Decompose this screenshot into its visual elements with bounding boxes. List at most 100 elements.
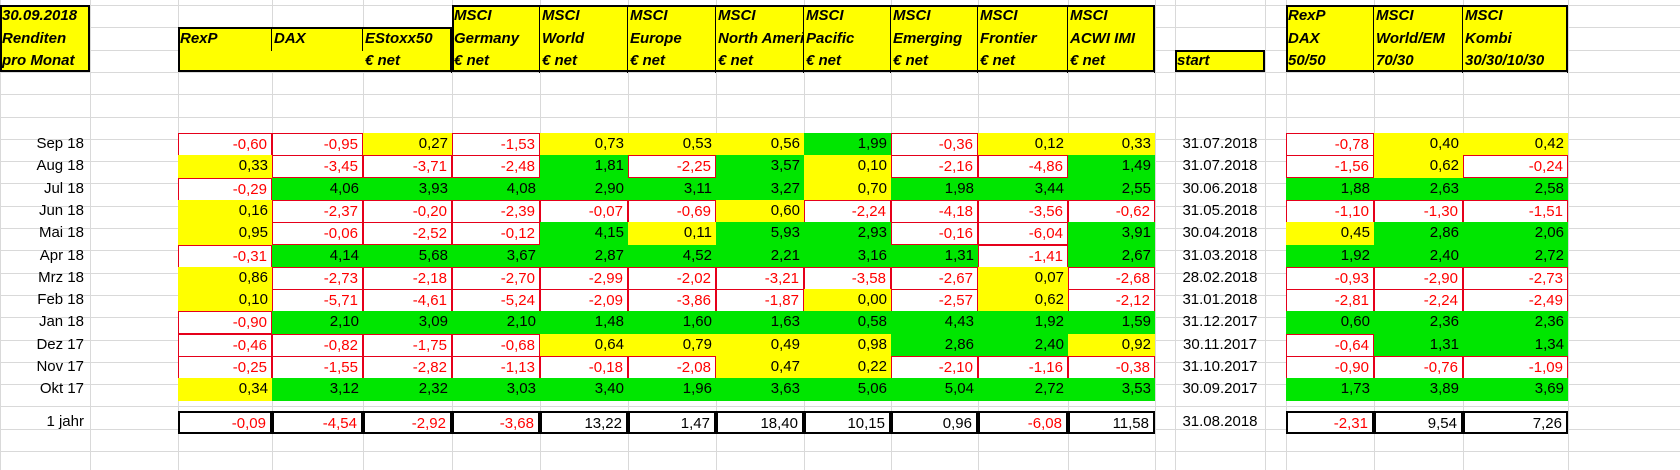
start-date: 31.07.2018 [1182,157,1258,174]
return-cell: -6,04 [978,222,1068,245]
column-header-line: € net [540,50,628,73]
return-cell: 0,64 [540,334,628,357]
return-cell: 2,10 [452,311,540,334]
column-header-line: MSCI [716,5,804,28]
column-header-line: MSCI [891,5,978,28]
start-date: 31.12.2017 [1182,313,1258,330]
corner-header-line: Renditen [2,30,67,47]
return-cell: -0,82 [272,334,363,357]
start-column-header: start [1177,52,1210,69]
combo-return-cell: 2,06 [1463,222,1568,245]
year-return-cell: 11,58 [1068,411,1155,434]
gridline [0,94,1680,95]
return-cell: 3,67 [452,245,540,268]
gridline [0,0,1,470]
start-date: 31.10.2017 [1182,358,1258,375]
column-header-line: MSCI [978,5,1068,28]
return-cell: -0,69 [628,200,716,223]
return-cell: 3,57 [716,155,804,178]
return-cell: 0,00 [804,289,891,312]
combo-column-header-line: 50/50 [1286,50,1374,73]
return-cell: 5,06 [804,378,891,401]
return-cell: -1,41 [978,245,1068,268]
column-header-line: EStoxx50 [363,28,452,51]
return-cell: 2,40 [978,334,1068,357]
return-cell: -2,39 [452,200,540,223]
return-cell: 0,11 [628,222,716,245]
year-return-cell: -4,54 [272,411,363,434]
combo-return-cell: 1,88 [1286,178,1374,201]
return-cell: -1,53 [452,133,540,156]
corner-header-line: pro Monat [2,52,75,69]
return-cell: -0,25 [178,356,272,379]
year-return-cell: -3,68 [452,411,540,434]
column-header-line: MSCI [452,5,540,28]
return-cell: 0,58 [804,311,891,334]
month-label: Apr 18 [39,247,84,264]
return-cell: 0,92 [1068,334,1155,357]
combo-return-cell: 0,62 [1374,155,1463,178]
column-header-line: MSCI [1068,5,1155,28]
column-header-line: € net [363,50,452,73]
return-cell: 2,90 [540,178,628,201]
return-cell: -1,75 [363,334,452,357]
combo-return-cell: -0,93 [1286,267,1374,290]
return-cell: -3,86 [628,289,716,312]
return-cell: 0,70 [804,178,891,201]
return-cell: -0,38 [1068,356,1155,379]
return-cell: 0,98 [804,334,891,357]
return-cell: 4,52 [628,245,716,268]
return-cell: -1,87 [716,289,804,312]
return-cell: 4,06 [272,178,363,201]
year-combo-return-cell: 7,26 [1463,411,1568,434]
column-header-line: Germany [452,28,540,51]
month-label: Aug 18 [36,157,84,174]
column-header-line: ACWI IMI [1068,28,1155,51]
combo-return-cell: -1,09 [1463,356,1568,379]
start-date: 28.02.2018 [1182,269,1258,286]
return-cell: -5,24 [452,289,540,312]
return-cell: 4,14 [272,245,363,268]
return-cell: -0,60 [178,133,272,156]
combo-return-cell: 2,36 [1374,311,1463,334]
combo-return-cell: 3,89 [1374,378,1463,401]
combo-return-cell: -1,51 [1463,200,1568,223]
return-cell: 0,86 [178,267,272,290]
column-header-line: € net [891,50,978,73]
start-header [1175,50,1265,72]
return-cell: 0,12 [978,133,1068,156]
combo-column-header-line: 70/30 [1374,50,1463,73]
return-cell: -2,70 [452,267,540,290]
combo-column-header-line: RexP [1286,5,1374,28]
return-cell: 4,08 [452,178,540,201]
return-cell: 2,86 [891,334,978,357]
column-header-line: Pacific [804,28,891,51]
return-cell: 0,33 [1068,133,1155,156]
return-cell: 0,27 [363,133,452,156]
month-label: Okt 17 [39,380,84,397]
return-cell: -0,06 [272,222,363,245]
combo-column-header-line: MSCI [1374,5,1463,28]
return-cell: 0,10 [804,155,891,178]
gridline [1155,0,1156,470]
return-cell: 0,79 [628,334,716,357]
index-header-block [178,27,452,72]
return-cell: 0,56 [716,133,804,156]
combo-return-cell: 1,73 [1286,378,1374,401]
month-label: Feb 18 [37,291,84,308]
column-header-line: Frontier [978,28,1068,51]
gridline [1568,0,1569,470]
combo-return-cell: 2,40 [1374,245,1463,268]
combo-column-header-line: World/EM [1374,28,1463,51]
year-return-cell: -6,08 [978,411,1068,434]
year-combo-return-cell: 9,54 [1374,411,1463,434]
start-date: 31.01.2018 [1182,291,1258,308]
combo-return-cell: -0,78 [1286,133,1374,156]
year-return-cell: 18,40 [716,411,804,434]
return-cell: 3,91 [1068,222,1155,245]
return-cell: -1,16 [978,356,1068,379]
column-header-line: RexP [178,28,272,51]
combo-return-cell: 1,92 [1286,245,1374,268]
return-cell: -2,82 [363,356,452,379]
